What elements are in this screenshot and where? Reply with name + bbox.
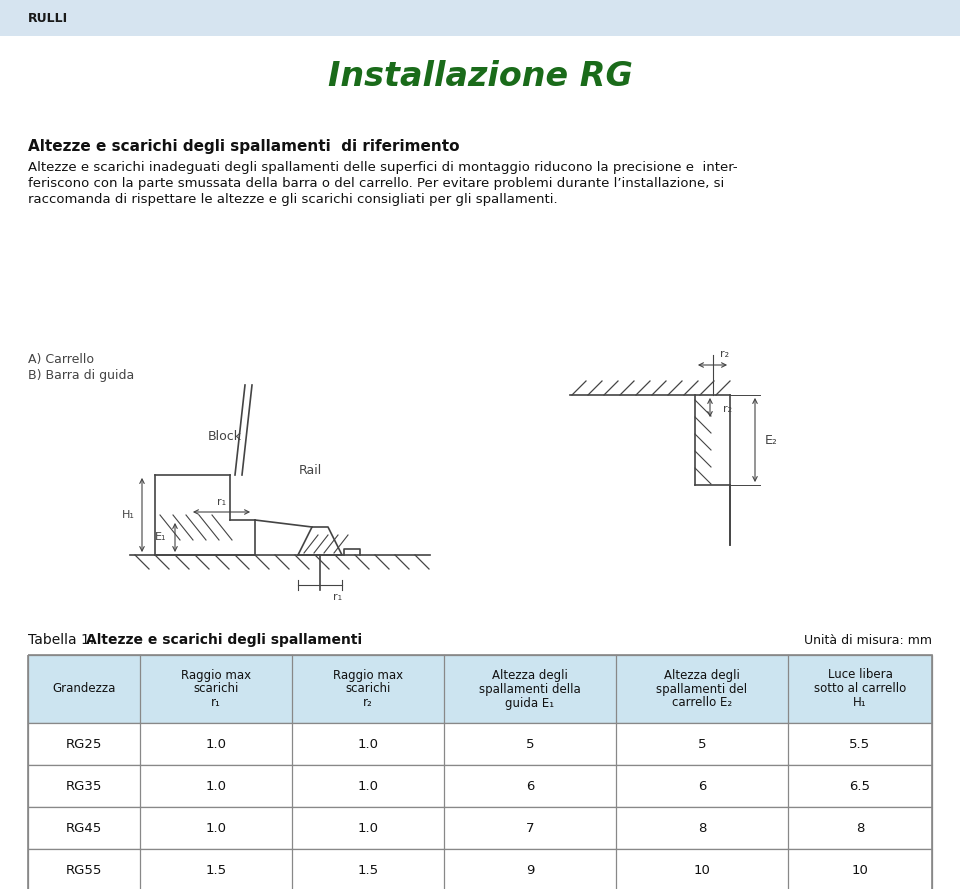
Text: 1.0: 1.0 [357, 738, 378, 750]
Text: 1.5: 1.5 [205, 863, 227, 877]
Bar [0, 0, 960, 36]
Bar [28, 655, 932, 723]
Text: 10: 10 [852, 863, 869, 877]
Text: r₂: r₂ [720, 349, 729, 359]
Text: Altezze e scarichi degli spallamenti: Altezze e scarichi degli spallamenti [86, 633, 362, 647]
Text: RG45: RG45 [66, 821, 102, 835]
Text: 1.0: 1.0 [205, 738, 227, 750]
Bar [28, 849, 932, 889]
Text: r₂: r₂ [724, 404, 732, 414]
Text: Rail: Rail [299, 463, 322, 477]
Text: E₁: E₁ [156, 533, 167, 542]
Text: raccomanda di rispettare le altezze e gli scarichi consigliati per gli spallamen: raccomanda di rispettare le altezze e gl… [28, 193, 558, 205]
Text: 6: 6 [526, 780, 534, 792]
Text: 9: 9 [526, 863, 534, 877]
Text: feriscono con la parte smussata della barra o del carrello. Per evitare problemi: feriscono con la parte smussata della ba… [28, 177, 724, 189]
Text: RG35: RG35 [66, 780, 102, 792]
Text: 8: 8 [855, 821, 864, 835]
Bar [28, 723, 932, 765]
Text: Altezza degli: Altezza degli [492, 669, 568, 682]
Text: RG25: RG25 [66, 738, 102, 750]
Text: spallamenti del: spallamenti del [657, 683, 748, 695]
Text: 6: 6 [698, 780, 707, 792]
Text: spallamenti della: spallamenti della [479, 683, 581, 695]
Bar [28, 765, 932, 807]
Text: 6.5: 6.5 [850, 780, 871, 792]
Text: Altezze e scarichi inadeguati degli spallamenti delle superfici di montaggio rid: Altezze e scarichi inadeguati degli spal… [28, 161, 737, 173]
Text: E₂: E₂ [764, 434, 778, 446]
Text: RG55: RG55 [66, 863, 102, 877]
Text: scarichi: scarichi [346, 683, 391, 695]
Text: B) Barra di guida: B) Barra di guida [28, 370, 134, 382]
Text: 1.5: 1.5 [357, 863, 378, 877]
Text: r₂: r₂ [363, 696, 372, 709]
Text: Block: Block [208, 430, 242, 444]
Text: A) Carrello: A) Carrello [28, 354, 94, 366]
Text: 1.0: 1.0 [357, 780, 378, 792]
Text: 5: 5 [698, 738, 707, 750]
Text: guida E₁: guida E₁ [505, 696, 555, 709]
Text: 8: 8 [698, 821, 707, 835]
Text: r₁: r₁ [333, 592, 343, 602]
Text: Unità di misura: mm: Unità di misura: mm [804, 634, 932, 646]
Text: carrello E₂: carrello E₂ [672, 696, 732, 709]
Text: 1.0: 1.0 [205, 821, 227, 835]
Text: Grandezza: Grandezza [52, 683, 116, 695]
Text: sotto al carrello: sotto al carrello [814, 683, 906, 695]
Text: RULLI: RULLI [28, 12, 68, 25]
Text: Raggio max: Raggio max [333, 669, 403, 682]
Text: Installazione RG: Installazione RG [327, 60, 633, 93]
Bar [28, 655, 932, 889]
Text: scarichi: scarichi [193, 683, 239, 695]
Text: H₁: H₁ [122, 510, 134, 520]
Bar [28, 807, 932, 849]
Text: 5: 5 [526, 738, 535, 750]
Text: Tabella 1.: Tabella 1. [28, 633, 99, 647]
Text: H₁: H₁ [853, 696, 867, 709]
Text: 10: 10 [693, 863, 710, 877]
Text: Altezza degli: Altezza degli [664, 669, 740, 682]
Text: r₁: r₁ [211, 696, 221, 709]
Text: Luce libera: Luce libera [828, 669, 893, 682]
Text: r₁: r₁ [217, 497, 226, 507]
Text: 1.0: 1.0 [205, 780, 227, 792]
Text: 5.5: 5.5 [850, 738, 871, 750]
Text: 7: 7 [526, 821, 535, 835]
Text: 1.0: 1.0 [357, 821, 378, 835]
Text: Raggio max: Raggio max [180, 669, 252, 682]
Text: Altezze e scarichi degli spallamenti  di riferimento: Altezze e scarichi degli spallamenti di … [28, 140, 460, 155]
